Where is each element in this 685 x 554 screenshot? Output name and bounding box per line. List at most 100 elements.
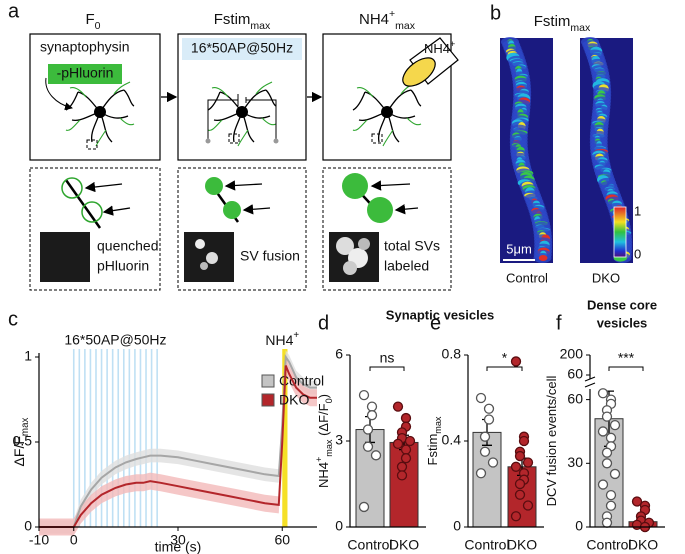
data-point [510, 511, 522, 522]
series-line [39, 365, 317, 528]
column-header-part: max [395, 20, 416, 32]
electrode-tip [205, 138, 211, 144]
nh4-label: NH4+ [424, 39, 455, 56]
x-tick-label: Control [347, 537, 392, 553]
data-point [601, 447, 613, 458]
column-header-part: NH4 [359, 11, 389, 28]
column-header-part: 0 [95, 20, 101, 32]
data-point [400, 453, 412, 464]
data-point [601, 517, 613, 528]
electrode-tip [273, 138, 279, 144]
y-axis-label-part: max [20, 417, 31, 436]
data-point [362, 424, 374, 435]
y-tick-label: 0 [24, 518, 32, 534]
y-axis-label-part: Fstim [425, 434, 440, 466]
column-header-part: + [389, 8, 395, 20]
data-point [514, 478, 526, 490]
scale-label: 5μm [506, 241, 532, 256]
synapse-fusion [184, 177, 271, 282]
y-tick-label: 60 [567, 390, 583, 406]
data-point [396, 470, 408, 481]
caption: labeled [384, 258, 429, 274]
y-axis-label: NH4+max (ΔF/F0) [314, 394, 334, 488]
x-tick-label: 60 [274, 532, 290, 548]
data-point [487, 457, 499, 468]
colorbar [613, 206, 627, 258]
significance-label: *** [618, 350, 635, 366]
y-tick-label: 0.5 [13, 433, 33, 449]
y-axis-label-part: max [324, 439, 334, 457]
column-header-part: Fstim [214, 11, 251, 28]
box-nh4 [322, 33, 452, 161]
column-header-part: F [85, 11, 94, 28]
x-tick-label: 30 [170, 532, 186, 548]
perfusion-opening [402, 57, 436, 87]
data-point [483, 403, 495, 414]
column-header: F0 [85, 11, 100, 32]
y-tick-label: 60 [567, 366, 583, 382]
y-tick-label: 0 [575, 518, 583, 534]
caption: pHluorin [97, 258, 149, 274]
axis-break [584, 376, 596, 388]
data-point [605, 500, 617, 511]
y-axis-label: Fstimmax [425, 416, 443, 465]
image-header-part: max [570, 22, 591, 34]
data-point [358, 389, 370, 401]
colorbar-label: 0 [634, 246, 641, 261]
y-tick-label: 1 [24, 348, 32, 364]
x-axis-label: time (s) [155, 539, 202, 554]
series-line [39, 353, 317, 528]
zoom-box [29, 167, 161, 291]
neuron [65, 81, 135, 147]
data-point [514, 450, 526, 462]
y-axis-label: DCV fusion events/cell [544, 375, 559, 506]
synapse-total [329, 173, 419, 282]
data-point [605, 490, 617, 501]
y-tick-label: 200 [560, 346, 584, 362]
caption: total SVs [384, 238, 440, 254]
data-point [475, 392, 487, 404]
nh4-label-part: + [450, 39, 455, 49]
data-point [392, 438, 404, 450]
group-title: vesicles [597, 315, 648, 330]
data-point [400, 412, 412, 424]
significance-bracket [369, 366, 405, 371]
x-tick-label: DKO [507, 537, 537, 553]
data-point [362, 441, 374, 452]
y-tick-label: 3 [335, 432, 343, 448]
data-point [366, 410, 378, 421]
y-axis-label-part: + [314, 457, 324, 462]
y-tick-label: 0.4 [442, 432, 462, 448]
data-point [631, 496, 643, 507]
y-tick-label: 0 [453, 518, 461, 534]
signal [538, 254, 548, 262]
y-tick-label: 6 [335, 346, 343, 362]
sensor-highlight [48, 64, 122, 84]
significance-bracket [486, 366, 523, 371]
legend-swatch [261, 374, 275, 388]
stim-highlight [182, 38, 302, 60]
nh4-label-part: NH4 [265, 332, 293, 348]
data-point [510, 461, 522, 472]
data-point [396, 461, 408, 472]
x-tick-label: Control [586, 537, 631, 553]
data-point [609, 419, 621, 431]
image-label: DKO [592, 270, 620, 285]
y-tick-label: 0 [335, 518, 343, 534]
neuron [207, 81, 277, 147]
electrode [207, 94, 277, 140]
synapse-quenched [40, 177, 131, 282]
panel-label: a [8, 0, 20, 22]
group-title: Dense core [587, 297, 657, 312]
data-point [597, 388, 609, 399]
column-header: NH4+max [359, 8, 416, 32]
y-axis-label: ΔF/Fmax [11, 417, 31, 466]
panel-label: b [490, 2, 501, 24]
data-point [510, 356, 522, 367]
data-point [366, 401, 378, 412]
y-tick-label: 30 [567, 454, 583, 470]
data-point [358, 501, 370, 513]
panel-label: e [430, 312, 441, 334]
neuron [352, 81, 422, 147]
